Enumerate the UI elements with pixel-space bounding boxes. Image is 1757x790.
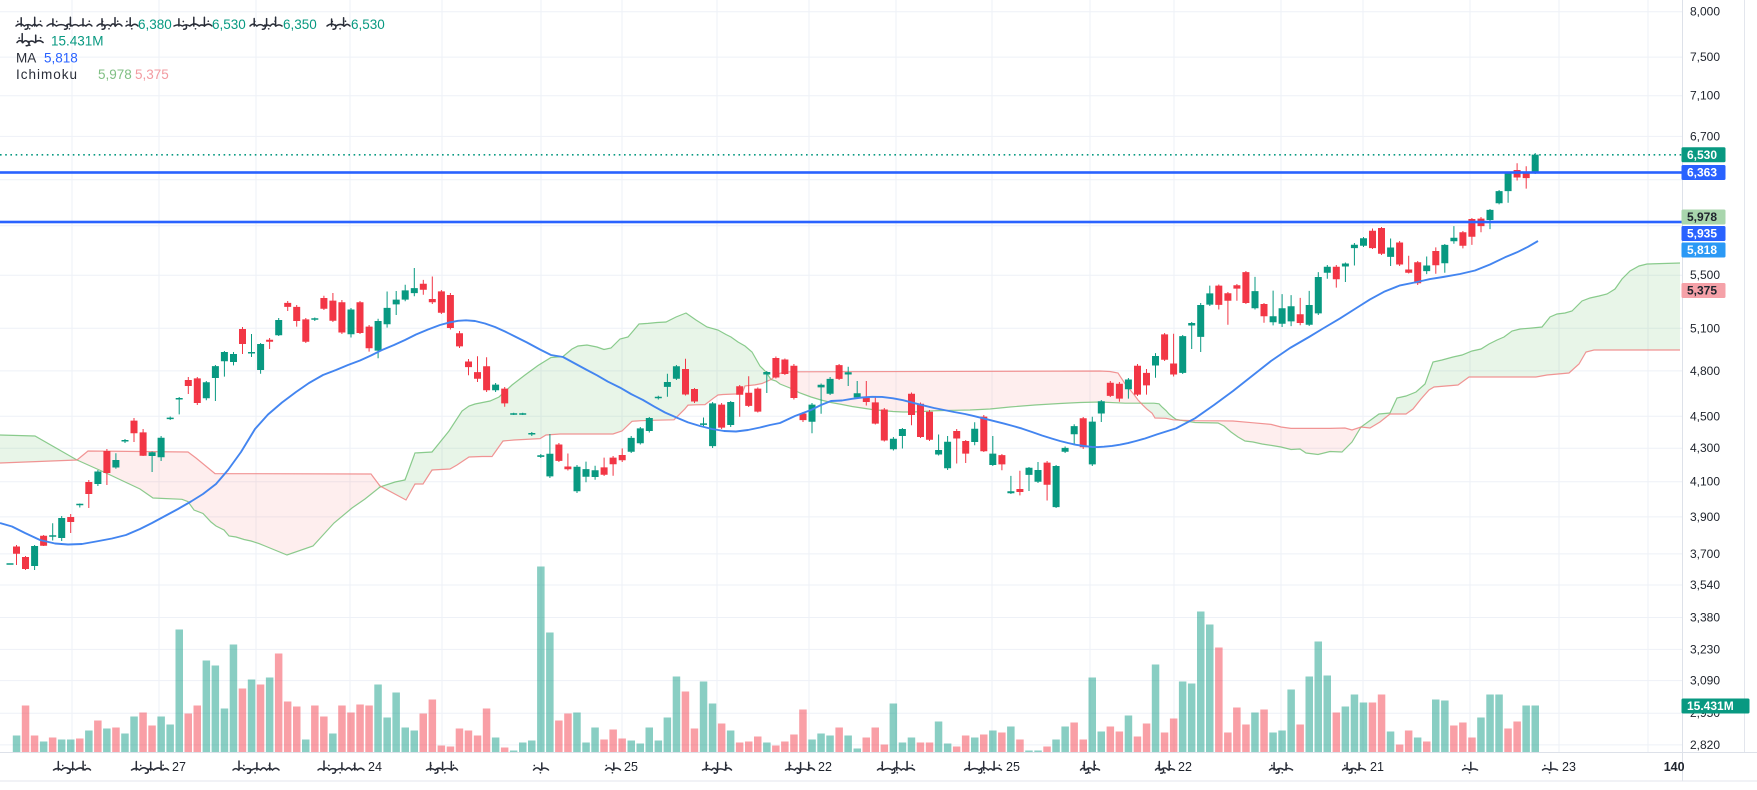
svg-text:6,530: 6,530 <box>351 17 385 32</box>
svg-text:3,900: 3,900 <box>1690 510 1720 524</box>
svg-text:5,500: 5,500 <box>1690 268 1720 282</box>
svg-text:23: 23 <box>1562 760 1576 774</box>
svg-text:5,978: 5,978 <box>1687 210 1717 224</box>
svg-text:25: 25 <box>1006 760 1020 774</box>
svg-text:6,350: 6,350 <box>283 17 317 32</box>
svg-text:7,100: 7,100 <box>1690 89 1720 103</box>
svg-text:5,375: 5,375 <box>135 67 169 82</box>
svg-text:5,978: 5,978 <box>98 67 132 82</box>
svg-text:6,530: 6,530 <box>212 17 246 32</box>
svg-text:3,230: 3,230 <box>1690 642 1720 656</box>
svg-text:22: 22 <box>1178 760 1192 774</box>
svg-text:3,380: 3,380 <box>1690 611 1720 625</box>
svg-text:4,800: 4,800 <box>1690 364 1720 378</box>
svg-text:4,100: 4,100 <box>1690 475 1720 489</box>
svg-text:4,300: 4,300 <box>1690 441 1720 455</box>
svg-text:21: 21 <box>1370 760 1384 774</box>
svg-text:6,380: 6,380 <box>138 17 172 32</box>
svg-text:24: 24 <box>368 760 382 774</box>
svg-text:5,818: 5,818 <box>44 51 78 66</box>
svg-text:Ichimoku: Ichimoku <box>16 67 78 82</box>
svg-text:22: 22 <box>818 760 832 774</box>
svg-text:6,700: 6,700 <box>1690 129 1720 143</box>
svg-text:15.431M: 15.431M <box>51 34 104 49</box>
svg-text:7,500: 7,500 <box>1690 50 1720 64</box>
svg-text:5,100: 5,100 <box>1690 321 1720 335</box>
svg-text:3,540: 3,540 <box>1690 578 1720 592</box>
svg-text:5,375: 5,375 <box>1687 284 1717 298</box>
svg-text:2,820: 2,820 <box>1690 738 1720 752</box>
svg-text:5,935: 5,935 <box>1687 227 1717 241</box>
svg-text:MA: MA <box>16 51 36 66</box>
svg-text:5,818: 5,818 <box>1687 243 1717 257</box>
svg-text:3,700: 3,700 <box>1690 547 1720 561</box>
svg-text:8,000: 8,000 <box>1690 5 1720 19</box>
svg-text:27: 27 <box>172 760 186 774</box>
svg-text:15.431M: 15.431M <box>1687 699 1734 713</box>
svg-text:3,090: 3,090 <box>1690 674 1720 688</box>
svg-text:4,500: 4,500 <box>1690 409 1720 423</box>
svg-text:25: 25 <box>624 760 638 774</box>
svg-text:6,363: 6,363 <box>1687 166 1717 180</box>
svg-text:6,530: 6,530 <box>1687 148 1717 162</box>
